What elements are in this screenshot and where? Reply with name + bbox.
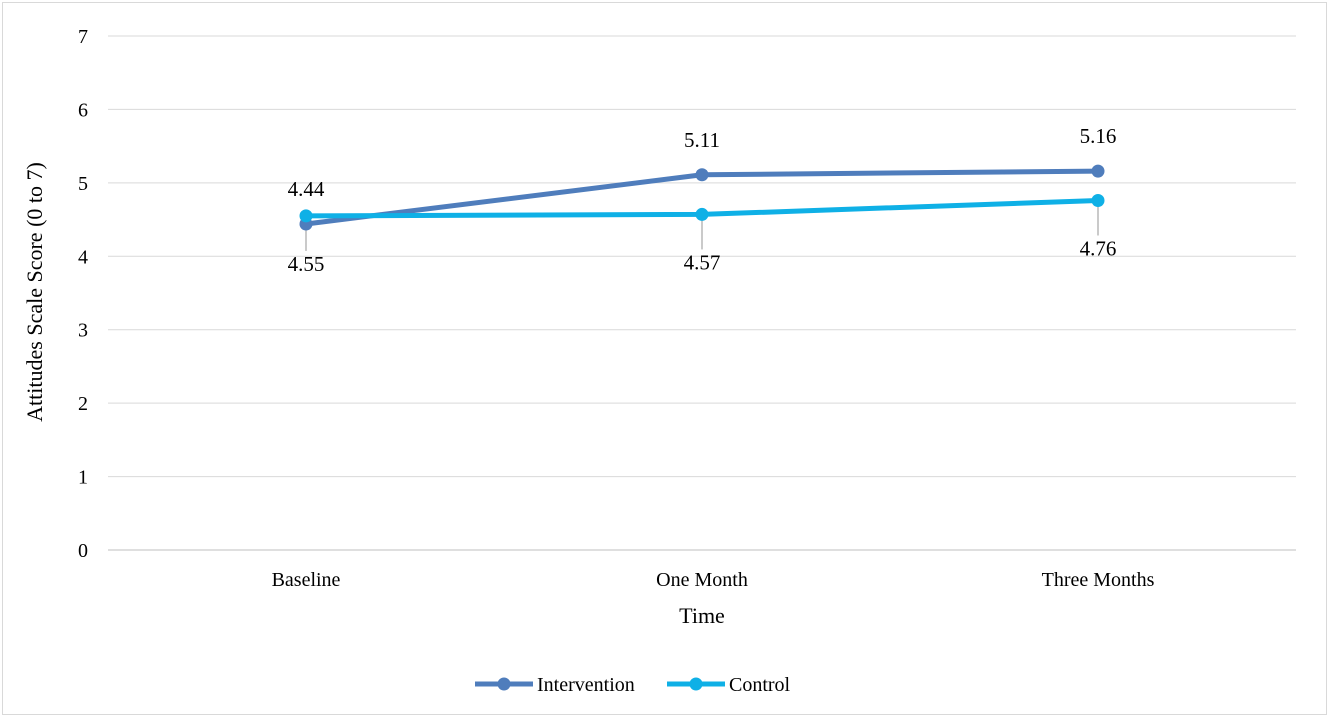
y-tick-label: 0	[78, 540, 88, 562]
y-tick-label: 5	[78, 173, 88, 195]
data-point	[695, 207, 709, 221]
series-lines	[299, 164, 1105, 231]
y-axis-ticks: 0 1 2 3 4 5 6 7	[78, 26, 88, 562]
x-tick-label: Three Months	[1042, 569, 1155, 591]
data-point	[1091, 193, 1105, 207]
data-labels: 4.44 5.11 5.16 4.55 4.57 4.76	[288, 124, 1117, 276]
legend-swatch-marker	[689, 677, 703, 691]
data-label: 5.16	[1080, 124, 1117, 148]
data-point	[1091, 164, 1105, 178]
y-tick-label: 6	[78, 99, 88, 121]
y-tick-label: 7	[78, 26, 88, 48]
data-label: 4.76	[1080, 236, 1117, 260]
legend-label: Intervention	[537, 674, 635, 696]
x-tick-label: Baseline	[272, 569, 341, 591]
data-label: 5.11	[684, 128, 720, 152]
y-axis-title: Attitudes Scale Score (0 to 7)	[22, 162, 47, 422]
gridlines	[108, 35, 1296, 551]
legend-label: Control	[729, 674, 791, 696]
y-tick-label: 4	[78, 246, 88, 268]
data-point	[695, 168, 709, 182]
x-axis-title: Time	[679, 603, 725, 628]
data-label: 4.55	[288, 252, 325, 276]
y-tick-label: 3	[78, 320, 88, 342]
x-tick-label: One Month	[656, 569, 748, 591]
legend-swatch-marker	[497, 677, 511, 691]
data-label: 4.57	[684, 250, 721, 274]
data-point	[299, 209, 313, 223]
data-label: 4.44	[288, 177, 325, 201]
legend: Intervention Control	[475, 674, 791, 696]
y-tick-label: 2	[78, 393, 88, 415]
x-axis-ticks: Baseline One Month Three Months	[272, 569, 1155, 591]
y-tick-label: 1	[78, 467, 88, 489]
